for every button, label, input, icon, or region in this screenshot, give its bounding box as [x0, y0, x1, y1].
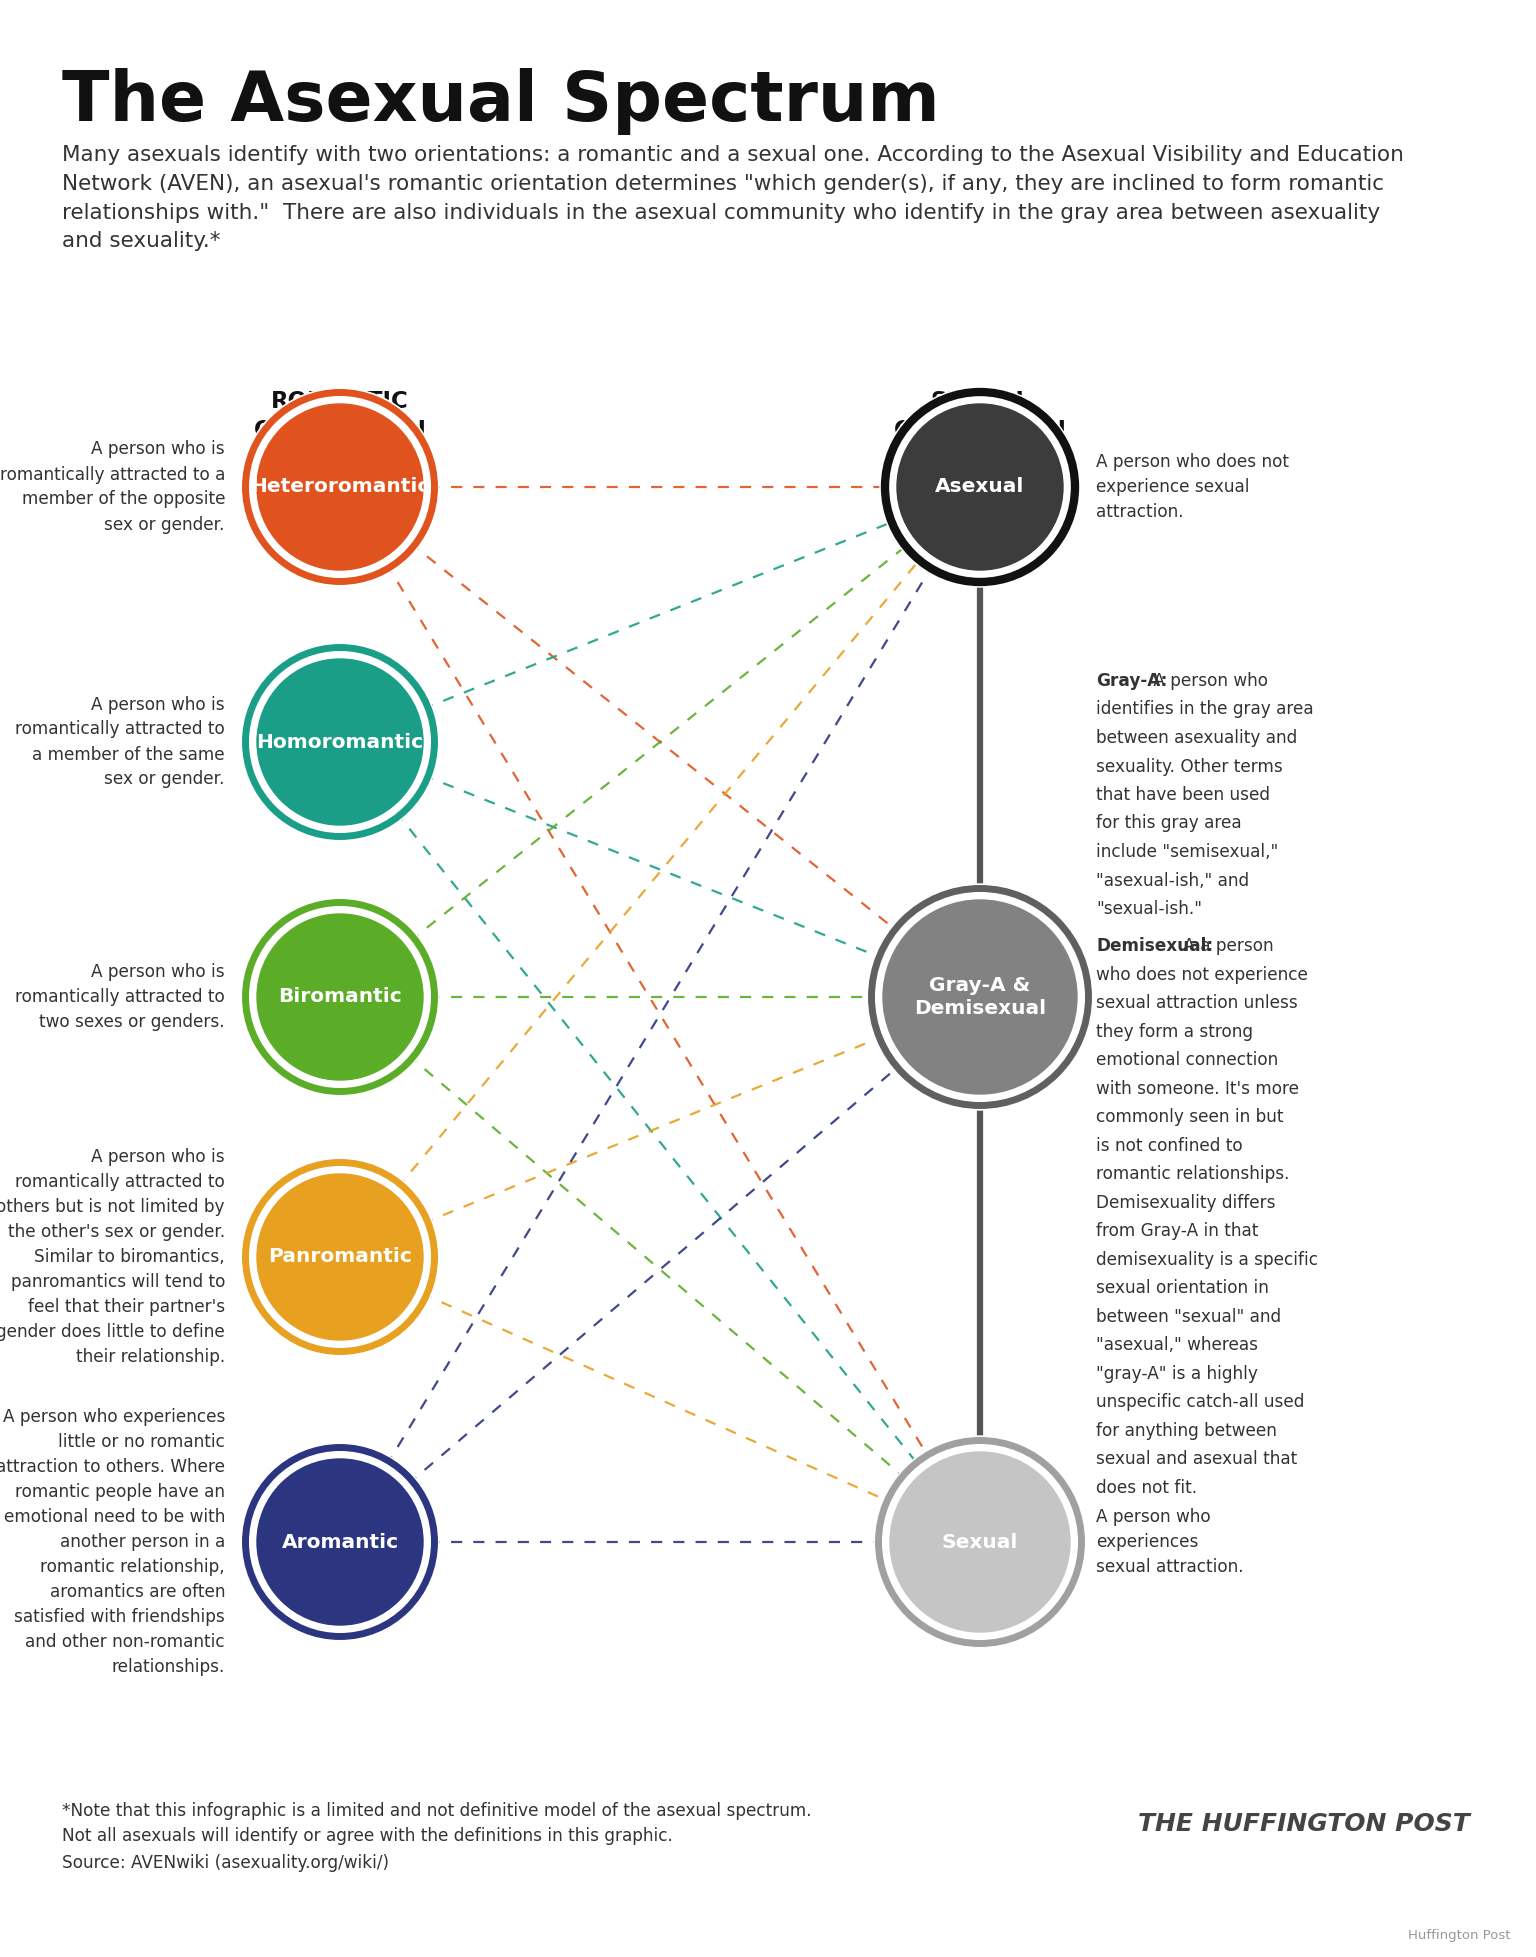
- Circle shape: [883, 900, 1077, 1094]
- Text: A person who is
romantically attracted to
two sexes or genders.: A person who is romantically attracted t…: [15, 963, 224, 1031]
- Text: sexual attraction unless: sexual attraction unless: [1097, 994, 1298, 1012]
- Text: from Gray-A in that: from Gray-A in that: [1097, 1221, 1258, 1241]
- Text: identifies in the gray area: identifies in the gray area: [1097, 701, 1313, 718]
- Text: A person who is
romantically attracted to
a member of the same
sex or gender.: A person who is romantically attracted t…: [15, 695, 224, 789]
- Text: they form a strong: they form a strong: [1097, 1024, 1253, 1041]
- Circle shape: [257, 1174, 422, 1341]
- Text: with someone. It's more: with someone. It's more: [1097, 1080, 1299, 1098]
- Circle shape: [257, 660, 422, 826]
- Text: A person who does not
experience sexual
attraction.: A person who does not experience sexual …: [1097, 452, 1289, 521]
- Text: Aromantic: Aromantic: [281, 1532, 398, 1552]
- Text: *Note that this infographic is a limited and not definitive model of the asexual: *Note that this infographic is a limited…: [61, 1802, 811, 1845]
- Text: Demisexual:: Demisexual:: [1097, 937, 1213, 955]
- Circle shape: [257, 1460, 422, 1624]
- Text: between "sexual" and: between "sexual" and: [1097, 1307, 1281, 1325]
- Text: Demisexuality differs: Demisexuality differs: [1097, 1194, 1275, 1211]
- Text: Gray-A &
Demisexual: Gray-A & Demisexual: [914, 977, 1046, 1018]
- Text: sexual orientation in: sexual orientation in: [1097, 1280, 1269, 1297]
- Circle shape: [241, 1159, 439, 1356]
- Text: "sexual-ish.": "sexual-ish.": [1097, 900, 1203, 918]
- Text: A person who: A person who: [1147, 671, 1269, 691]
- Text: THE HUFFINGTON POST: THE HUFFINGTON POST: [1138, 1812, 1470, 1836]
- Text: "asexual," whereas: "asexual," whereas: [1097, 1337, 1258, 1354]
- Text: Source: AVENwiki (asexuality.org/wiki/): Source: AVENwiki (asexuality.org/wiki/): [61, 1853, 389, 1873]
- Text: A person who is
romantically attracted to
others but is not limited by
the other: A person who is romantically attracted t…: [0, 1149, 224, 1366]
- Text: for this gray area: for this gray area: [1097, 814, 1241, 832]
- Circle shape: [874, 1436, 1086, 1648]
- Text: romantic relationships.: romantic relationships.: [1097, 1164, 1290, 1184]
- Circle shape: [241, 387, 439, 585]
- Text: Heteroromantic: Heteroromantic: [250, 478, 430, 497]
- Text: A person who experiences
little or no romantic
attraction to others. Where
roman: A person who experiences little or no ro…: [0, 1407, 224, 1675]
- Text: A person who is
romantically attracted to a
member of the opposite
sex or gender: A person who is romantically attracted t…: [0, 440, 224, 534]
- Circle shape: [897, 403, 1063, 569]
- Text: emotional connection: emotional connection: [1097, 1051, 1278, 1069]
- Circle shape: [241, 644, 439, 842]
- Text: Huffington Post: Huffington Post: [1407, 1930, 1510, 1941]
- Text: demisexuality is a specific: demisexuality is a specific: [1097, 1251, 1318, 1268]
- Text: between asexuality and: between asexuality and: [1097, 730, 1298, 748]
- Circle shape: [241, 1442, 439, 1642]
- Text: unspecific catch-all used: unspecific catch-all used: [1097, 1393, 1304, 1411]
- Text: A person who
experiences
sexual attraction.: A person who experiences sexual attracti…: [1097, 1509, 1244, 1575]
- Text: commonly seen in but: commonly seen in but: [1097, 1108, 1284, 1125]
- Circle shape: [889, 1452, 1071, 1632]
- Text: Homoromantic: Homoromantic: [257, 732, 424, 751]
- Text: Biromantic: Biromantic: [278, 988, 402, 1006]
- Text: include "semisexual,": include "semisexual,": [1097, 843, 1278, 861]
- Circle shape: [257, 403, 422, 569]
- Text: ROMANTIC
ORIENTATION: ROMANTIC ORIENTATION: [253, 389, 427, 442]
- Text: "asexual-ish," and: "asexual-ish," and: [1097, 871, 1249, 890]
- Text: "gray-A" is a highly: "gray-A" is a highly: [1097, 1364, 1258, 1382]
- Text: sexuality. Other terms: sexuality. Other terms: [1097, 757, 1283, 775]
- Circle shape: [866, 885, 1094, 1110]
- Text: for anything between: for anything between: [1097, 1421, 1276, 1440]
- Text: A a person: A a person: [1178, 937, 1273, 955]
- Circle shape: [257, 914, 422, 1080]
- Text: SEXUAL
ORIENTATION: SEXUAL ORIENTATION: [894, 389, 1066, 442]
- Text: Panromantic: Panromantic: [269, 1247, 412, 1266]
- Text: Sexual: Sexual: [942, 1532, 1018, 1552]
- Text: is not confined to: is not confined to: [1097, 1137, 1243, 1155]
- Text: The Asexual Spectrum: The Asexual Spectrum: [61, 68, 940, 135]
- Text: who does not experience: who does not experience: [1097, 965, 1307, 984]
- Text: Gray-A:: Gray-A:: [1097, 671, 1167, 691]
- Text: sexual and asexual that: sexual and asexual that: [1097, 1450, 1298, 1468]
- Circle shape: [880, 387, 1080, 587]
- Circle shape: [241, 898, 439, 1096]
- Text: Many asexuals identify with two orientations: a romantic and a sexual one. Accor: Many asexuals identify with two orientat…: [61, 145, 1404, 250]
- Text: does not fit.: does not fit.: [1097, 1479, 1197, 1497]
- Text: that have been used: that have been used: [1097, 787, 1270, 804]
- Text: Asexual: Asexual: [935, 478, 1025, 497]
